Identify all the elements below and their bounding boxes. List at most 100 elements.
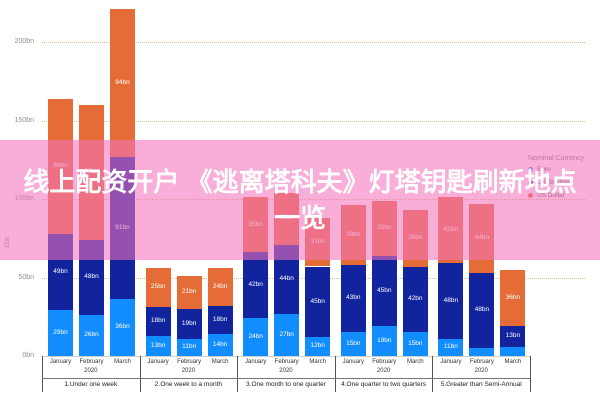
- x-axis-group-separator: [530, 356, 531, 392]
- bar-segment-value-label: 11bn: [182, 343, 197, 351]
- bar-segment-value-label: 24bn: [248, 332, 263, 340]
- bar-segment-value-label: 18bn: [212, 315, 228, 323]
- bar-segment-uk-sterling[interactable]: 42bn: [402, 266, 428, 333]
- gridline-150: [42, 120, 585, 122]
- bar-segment-value-label: 25bn: [150, 283, 166, 291]
- bar-segment-value-label: 24bn: [212, 282, 228, 290]
- bar-segment-euro[interactable]: 13bn: [145, 335, 171, 356]
- bar-segment-euro[interactable]: 15bn: [402, 332, 428, 356]
- bar-segment-value-label: 43bn: [346, 294, 361, 302]
- bar-segment-uk-sterling[interactable]: 45bn: [305, 266, 331, 338]
- bar-segment-value-label: 42bn: [408, 295, 423, 303]
- x-axis-sub-line: [42, 378, 530, 379]
- x-axis-month-label: February: [79, 359, 104, 365]
- promo-text-overlay: 线上配资开户 《逃离塔科夫》灯塔钥匙刷新地点 一览: [0, 140, 600, 260]
- x-axis-month-label: January: [49, 359, 72, 365]
- gridline-200: [42, 42, 585, 43]
- x-axis-month-label: February: [177, 359, 202, 365]
- bar-segment-euro[interactable]: 11bn: [438, 338, 464, 356]
- x-axis-group-separator: [139, 356, 141, 392]
- x-axis-year-label: 2020: [84, 368, 98, 374]
- bar-segment-value-label: 19bn: [377, 336, 392, 344]
- x-axis-line: [42, 356, 530, 357]
- x-axis-month-label: February: [372, 359, 397, 365]
- x-axis-year-label: 2020: [181, 368, 196, 374]
- x-axis-month-label: January: [342, 359, 364, 365]
- bar-segment-euro[interactable]: 27bn: [274, 313, 300, 356]
- bar-segment-euro[interactable]: 36bn: [110, 299, 135, 356]
- overlay-text-line2: 一览: [273, 203, 326, 233]
- x-axis-group-separator: [334, 356, 336, 392]
- x-axis-year-label: 2020: [376, 368, 391, 374]
- x-axis-year-label: 2020: [279, 368, 293, 374]
- bar-segment-euro[interactable]: 19bn: [371, 326, 397, 356]
- x-axis-month-label: March: [211, 359, 229, 365]
- bar-segment-euro[interactable]: 12bn: [305, 337, 331, 356]
- bar-segment-us-dollar[interactable]: 21bn: [176, 275, 202, 309]
- bar-segment-us-dollar[interactable]: 24bn: [207, 268, 233, 306]
- bar-segment-uk-sterling[interactable]: 48bn: [438, 263, 464, 339]
- bar-segment-value-label: 48bn: [443, 296, 459, 304]
- x-axis-month-label: February: [469, 359, 494, 365]
- bar-segment-value-label: 94bn: [115, 78, 130, 86]
- y-axis-tick-label: 150bn: [14, 116, 34, 124]
- bar-segment-uk-sterling[interactable]: 19bn: [176, 308, 202, 339]
- bar-segment-us-dollar[interactable]: 36bn: [500, 269, 526, 327]
- bar-segment-value-label: 45bn: [377, 286, 392, 294]
- bar-segment-uk-sterling[interactable]: 43bn: [340, 264, 366, 333]
- bar-segment-uk-sterling[interactable]: 18bn: [145, 307, 171, 336]
- bar-segment-uk-sterling[interactable]: 13bn: [500, 326, 526, 347]
- x-axis-group-separator: [237, 356, 239, 392]
- bar-segment-uk-sterling[interactable]: 18bn: [207, 305, 233, 334]
- x-axis-month-label: January: [147, 359, 169, 365]
- bar-segment-value-label: 14bn: [212, 340, 228, 348]
- bar-segment-value-label: 13bn: [505, 332, 521, 340]
- x-axis-group-label: 3.One month to one quarter: [246, 381, 326, 388]
- bar-segment-euro[interactable]: 14bn: [207, 334, 233, 356]
- bar-segment-value-label: 49bn: [53, 267, 68, 275]
- bar-segment-value-label: 45bn: [310, 297, 325, 305]
- bar-segment-value-label: 21bn: [181, 288, 197, 296]
- bar-segment-euro[interactable]: [500, 346, 526, 356]
- bar-segment-value-label: 11bn: [443, 343, 458, 351]
- bar-segment-value-label: 44bn: [279, 274, 294, 282]
- bar-segment-us-dollar[interactable]: 25bn: [145, 268, 171, 308]
- bar-segment-value-label: 12bn: [310, 342, 325, 350]
- x-axis-month-label: January: [245, 359, 267, 365]
- overlay-text-line1: 线上配资开户 《逃离塔科夫》灯塔钥匙刷新地点: [23, 167, 577, 197]
- bar-segment-value-label: 15bn: [346, 339, 361, 347]
- bar-segment-value-label: 48bn: [84, 273, 99, 281]
- bar-segment-uk-sterling[interactable]: 48bn: [469, 272, 495, 349]
- x-axis-month-label: March: [406, 359, 424, 365]
- bar-segment-value-label: 13bn: [150, 341, 166, 349]
- bar-segment-euro[interactable]: 24bn: [243, 318, 269, 356]
- x-axis-month-label: March: [309, 359, 327, 365]
- bar-segment-uk-sterling[interactable]: 45bn: [371, 255, 397, 327]
- x-axis-year-label: 2020: [474, 368, 488, 374]
- bar-segment-value-label: 26bn: [84, 331, 99, 339]
- y-axis-tick-label: 200bn: [14, 38, 34, 45]
- bar-segment-euro[interactable]: 11bn: [176, 338, 202, 356]
- bar-segment-value-label: 27bn: [279, 330, 294, 338]
- bar-segment-uk-sterling[interactable]: 42bn: [243, 252, 269, 319]
- bar-segment-value-label: 36bn: [505, 293, 521, 301]
- y-axis-tick-label: 0bn: [22, 352, 34, 359]
- bar-segment-euro[interactable]: [469, 348, 495, 356]
- bar-segment-euro[interactable]: 26bn: [79, 315, 104, 356]
- bar-segment-value-label: 19bn: [181, 319, 197, 327]
- x-axis-group-separator: [432, 356, 434, 392]
- x-axis-group-label: 4.One quarter to two quarters: [341, 381, 427, 388]
- x-axis-group-label: 1.Under one week: [64, 381, 118, 388]
- bar-segment-value-label: 36bn: [115, 323, 130, 331]
- y-axis-tick-label: 50bn: [18, 273, 34, 281]
- bar-segment-us-dollar[interactable]: 94bn: [110, 9, 135, 157]
- x-axis-group-label: 5.Greater than Semi-Annual: [440, 381, 522, 388]
- bar-segment-value-label: 29bn: [53, 328, 68, 336]
- x-axis-month-label: March: [504, 359, 522, 365]
- bar-segment-value-label: 18bn: [150, 317, 166, 325]
- bar-segment-euro[interactable]: 29bn: [48, 310, 73, 356]
- bar-segment-value-label: 48bn: [474, 306, 490, 314]
- bar-segment-euro[interactable]: 15bn: [340, 332, 366, 356]
- bar-segment-value-label: 15bn: [408, 339, 423, 347]
